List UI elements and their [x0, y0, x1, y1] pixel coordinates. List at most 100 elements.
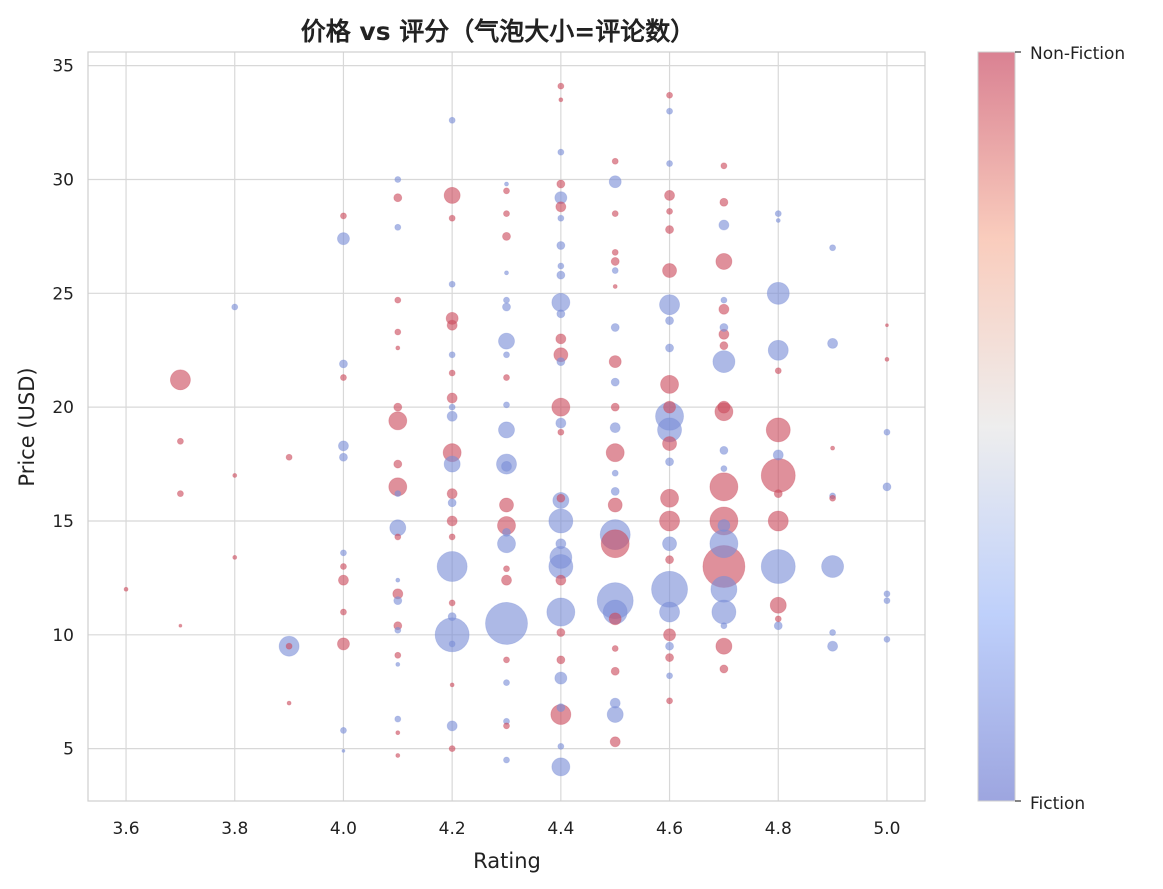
x-tick-label: 4.4	[547, 819, 574, 839]
bubble-point	[609, 697, 621, 709]
bubble-point	[772, 449, 784, 461]
bubble-point	[717, 519, 731, 532]
bubble-point	[883, 428, 891, 436]
bubble-point	[664, 190, 675, 201]
bubble-point	[711, 599, 737, 625]
y-tick-label: 35	[52, 57, 74, 77]
bubble-point	[556, 703, 566, 713]
bubble-point	[607, 497, 623, 513]
bubble-point	[394, 533, 402, 541]
bubble-point	[611, 469, 619, 477]
bubble-point	[557, 262, 565, 270]
bubble-point	[394, 176, 402, 183]
bubble-point	[341, 749, 346, 753]
bubble-point	[709, 529, 739, 559]
bubble-point	[340, 563, 347, 570]
bubble-point	[760, 458, 796, 493]
bubble-point	[555, 201, 567, 213]
bubble-point	[503, 679, 510, 687]
bubble-point	[395, 730, 401, 736]
bubble-point	[610, 323, 620, 332]
bubble-point	[556, 628, 566, 637]
bubble-point	[769, 596, 787, 614]
bubble-point	[446, 720, 458, 732]
bubble-point	[662, 436, 677, 451]
bubble-point	[499, 497, 514, 513]
bubble-point	[774, 210, 782, 218]
bubble-point	[659, 510, 680, 532]
bubble-point	[556, 493, 566, 503]
bubble-point	[827, 338, 839, 349]
bubble-point	[829, 244, 837, 252]
bubble-point	[503, 351, 510, 359]
bubble-point	[660, 488, 679, 508]
bubble-point	[285, 642, 293, 650]
bubble-point	[662, 263, 677, 278]
bubble-point	[773, 489, 783, 499]
bubble-point	[395, 345, 401, 351]
bubble-point	[389, 519, 407, 537]
bubble-point	[610, 666, 620, 676]
bubble-point	[395, 577, 401, 583]
bubble-point	[393, 596, 403, 606]
y-axis-label: Price (USD)	[15, 367, 39, 486]
bubble-point	[339, 452, 348, 462]
bubble-point	[436, 551, 468, 582]
bubble-point	[774, 615, 782, 623]
bubble-point	[556, 179, 566, 189]
bubble-point	[608, 355, 622, 369]
bubble-point	[448, 369, 456, 377]
bubble-point	[606, 706, 624, 723]
bubble-point	[448, 280, 456, 288]
bubble-point	[662, 536, 677, 552]
bubble-point	[718, 219, 730, 231]
bubble-point	[720, 465, 728, 473]
bubble-point	[659, 294, 680, 316]
chart-title: 价格 vs 评分（气泡大小=评论数）	[301, 17, 696, 46]
bubble-point	[503, 656, 510, 664]
bubble-point	[548, 508, 574, 534]
bubble-point	[665, 457, 674, 467]
bubble-point	[557, 214, 565, 222]
bubble-point	[719, 664, 729, 674]
bubble-point	[665, 555, 674, 565]
bubble-point	[663, 628, 676, 642]
x-axis-ticks: 3.6 3.8 4.0 4.2 4.4 4.6 4.8 5.0	[113, 819, 901, 839]
bubble-point	[885, 323, 889, 328]
bubble-point	[556, 357, 566, 367]
bubble-point	[446, 488, 458, 500]
bubble-point	[556, 241, 566, 250]
bubble-point	[666, 207, 673, 215]
bubble-point	[395, 662, 401, 667]
bubble-point	[609, 736, 621, 748]
bubble-point	[765, 417, 791, 443]
bubble-point	[340, 212, 347, 220]
bubble-point	[666, 697, 673, 705]
bubble-point	[502, 302, 511, 312]
bubble-point	[394, 296, 402, 304]
bubble-point	[766, 281, 790, 305]
bubble-point	[232, 555, 238, 560]
bubble-point	[443, 187, 461, 204]
bubble-point	[556, 270, 566, 280]
bubble-point	[551, 757, 571, 777]
bubble-point	[665, 343, 674, 353]
colorbar-label-fiction: Fiction	[1030, 794, 1085, 814]
bubble-point	[767, 339, 789, 361]
bubble-point	[715, 253, 733, 270]
bubble-point	[665, 641, 674, 651]
bubble-point	[446, 392, 458, 404]
bubble-point	[176, 490, 184, 498]
bubble-point	[555, 333, 567, 345]
bubble-point	[608, 612, 622, 626]
bubble-point	[551, 293, 571, 312]
bubble-point	[710, 575, 738, 603]
bubble-point	[337, 637, 350, 651]
colorbar-label-nonfiction: Non-Fiction	[1030, 44, 1125, 64]
bubble-point	[556, 655, 566, 665]
y-tick-label: 10	[52, 626, 74, 646]
bubble-point	[829, 494, 837, 502]
bubble-point	[123, 586, 129, 592]
bubble-point	[178, 623, 183, 628]
bubble-point	[393, 193, 403, 203]
